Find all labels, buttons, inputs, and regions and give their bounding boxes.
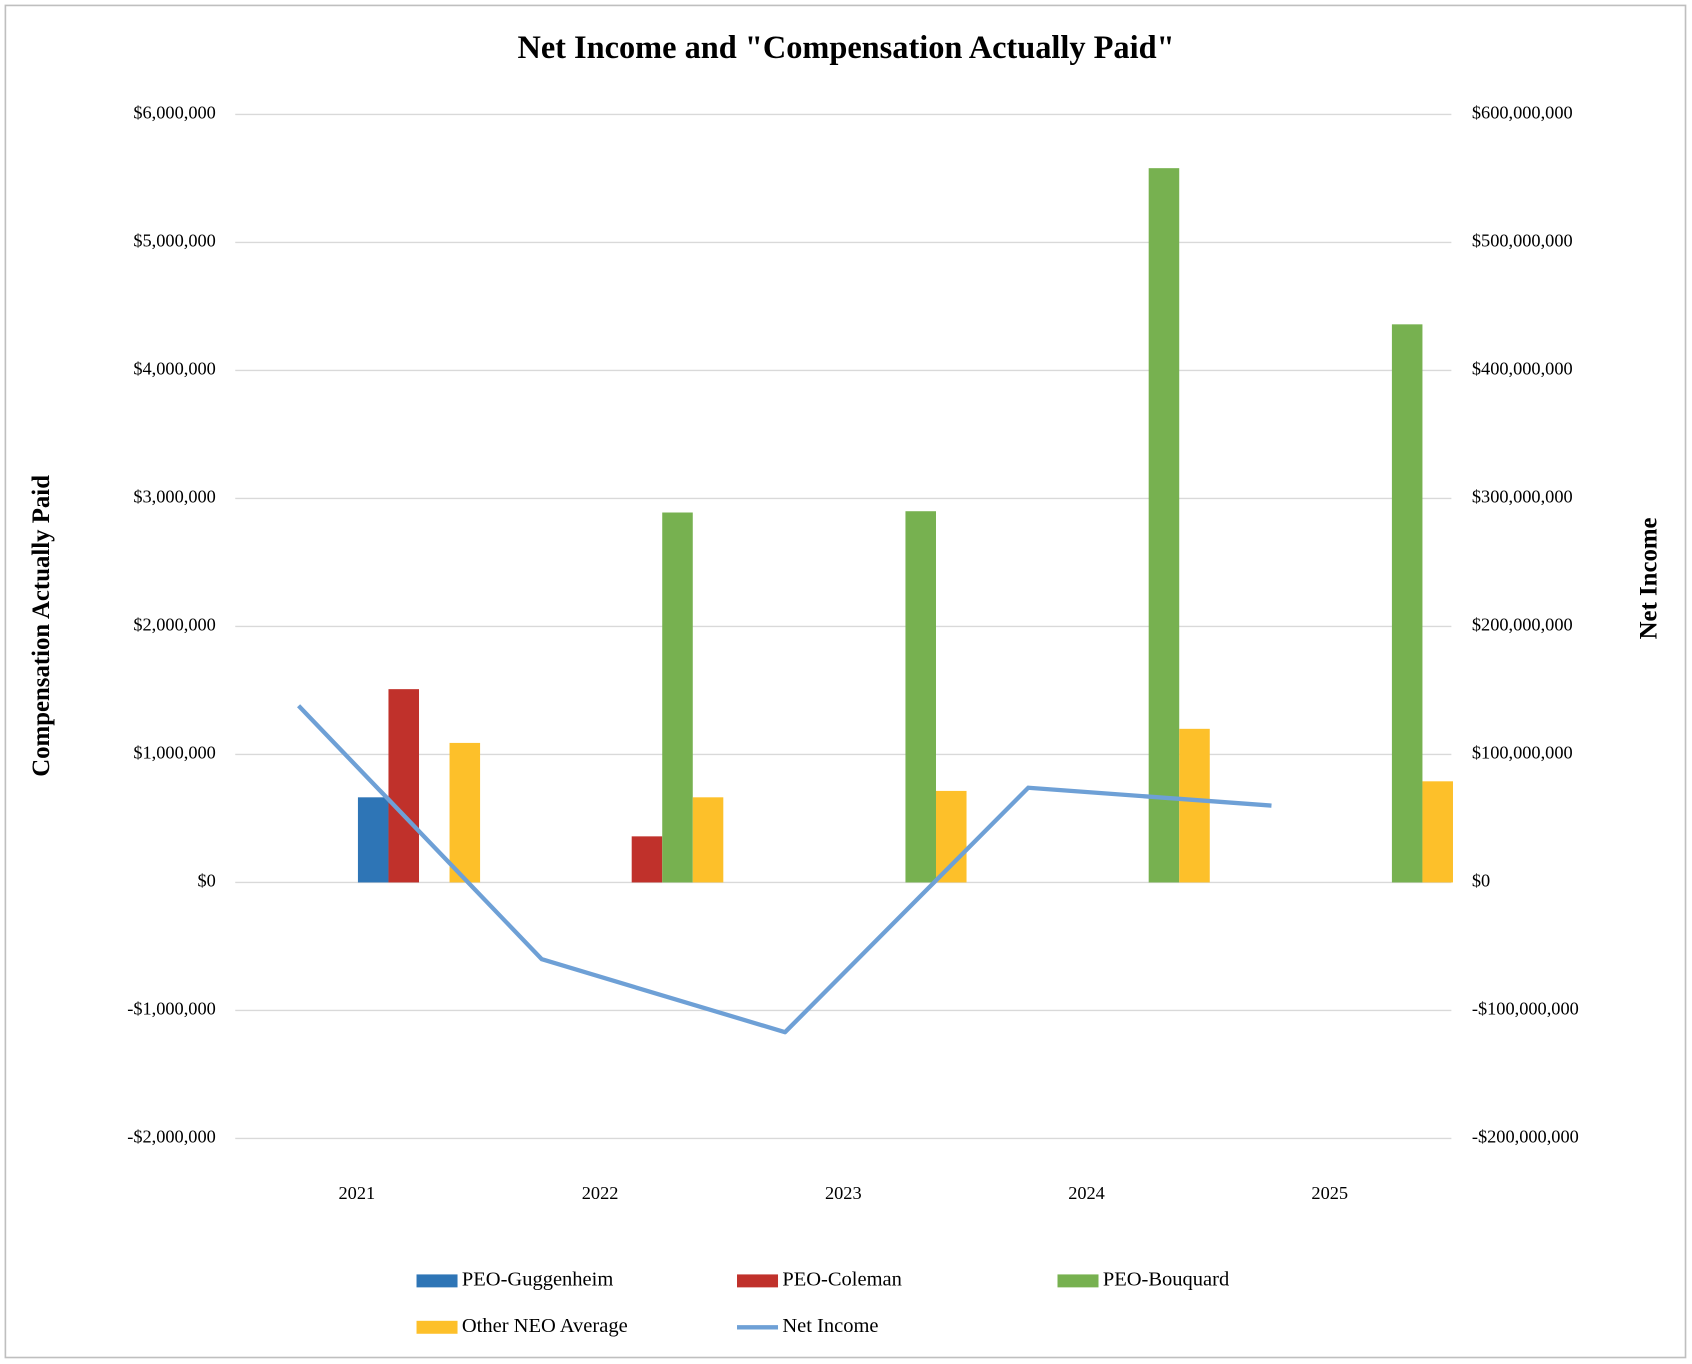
line — [297, 704, 1272, 1035]
y-tick-label: -$1,000,000 — [127, 999, 216, 1019]
bar — [1422, 781, 1453, 883]
y2-tick-label: $400,000,000 — [1472, 359, 1573, 379]
y2-tick-label: $600,000,000 — [1472, 103, 1573, 123]
bar — [935, 790, 967, 883]
y2-tick-label: -$100,000,000 — [1472, 999, 1579, 1019]
legend-label: PEO-Coleman — [782, 1269, 902, 1291]
y-tick-label: $4,000,000 — [133, 359, 215, 379]
x-tick-label: 2022 — [582, 1183, 619, 1203]
y-axis-title: Compensation Actually Paid — [28, 475, 55, 777]
x-tick-label: 2021 — [339, 1183, 376, 1203]
bar — [357, 797, 389, 883]
legend-swatch — [416, 1274, 458, 1288]
y2-axis-title: Net Income — [1636, 517, 1663, 639]
y-tick-label: $3,000,000 — [133, 487, 215, 507]
y-tick-label: $0 — [197, 871, 215, 891]
legend-label: PEO-Guggenheim — [462, 1269, 614, 1291]
bar — [388, 689, 420, 883]
bar — [662, 512, 693, 883]
x-tick-label: 2024 — [1068, 1183, 1105, 1203]
bar — [1391, 324, 1423, 883]
x-tick-label: 2025 — [1311, 1183, 1348, 1203]
chart-title: Net Income and "Compensation Actually Pa… — [517, 30, 1174, 66]
bar — [1179, 728, 1210, 883]
legend-label: Other NEO Average — [462, 1315, 628, 1337]
bar — [631, 836, 663, 883]
bar — [1148, 168, 1180, 883]
x-tick-label: 2023 — [825, 1183, 862, 1203]
legend-swatch — [737, 1274, 779, 1288]
y-tick-label: -$2,000,000 — [127, 1127, 216, 1147]
y-tick-label: $5,000,000 — [133, 231, 215, 251]
y2-tick-label: $0 — [1472, 871, 1490, 891]
y-tick-label: $6,000,000 — [133, 103, 215, 123]
legend-swatch — [1057, 1274, 1099, 1288]
bar — [449, 742, 481, 883]
y2-tick-label: $200,000,000 — [1472, 615, 1573, 635]
y2-tick-label: $500,000,000 — [1472, 231, 1573, 251]
bar — [692, 797, 724, 883]
y2-tick-label: $100,000,000 — [1472, 743, 1573, 763]
legend-label: PEO-Bouquard — [1103, 1269, 1229, 1291]
chart-border — [4, 4, 1687, 1359]
y-tick-label: $2,000,000 — [133, 615, 215, 635]
y2-tick-label: -$200,000,000 — [1472, 1127, 1579, 1147]
y2-tick-label: $300,000,000 — [1472, 487, 1573, 507]
legend-label: Net Income — [782, 1315, 878, 1337]
legend-swatch — [416, 1320, 458, 1334]
bar — [905, 511, 936, 883]
y-tick-label: $1,000,000 — [133, 743, 215, 763]
